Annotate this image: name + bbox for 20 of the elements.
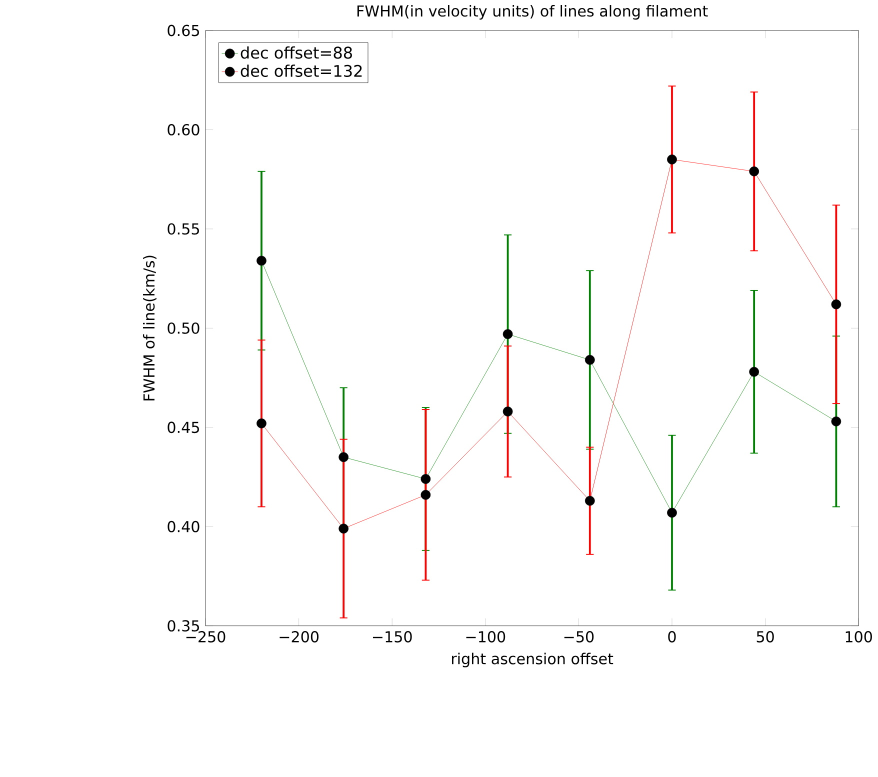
y-tick-label: 0.40 [168, 521, 200, 532]
x-tick-label: −100 [466, 631, 506, 643]
chart-title: FWHM(in velocity units) of lines along filament [357, 5, 708, 20]
y-tick-label: 0.35 [168, 620, 199, 632]
x-tick-label: 100 [846, 631, 872, 643]
y-axis-title: FWHM of line(km/s) [143, 256, 156, 401]
y-tick-label: 0.50 [168, 322, 200, 334]
y-tick-label: 0.65 [168, 24, 199, 36]
x-tick-label: −150 [372, 631, 412, 643]
y-tick-label: 0.60 [168, 124, 200, 136]
y-tick-label: 0.55 [168, 223, 199, 235]
x-tick-label: −200 [280, 631, 319, 643]
x-tick-label: 50 [756, 631, 774, 643]
legend-label: dec offset=132 [240, 64, 362, 78]
legend-label: dec offset=88 [240, 46, 352, 59]
x-tick-label: −50 [564, 631, 594, 643]
x-tick-label: 0 [668, 631, 676, 643]
x-axis-title: right ascension offset [452, 652, 614, 668]
x-tick-label: −250 [186, 631, 226, 643]
y-tick-label: 0.45 [168, 422, 199, 434]
